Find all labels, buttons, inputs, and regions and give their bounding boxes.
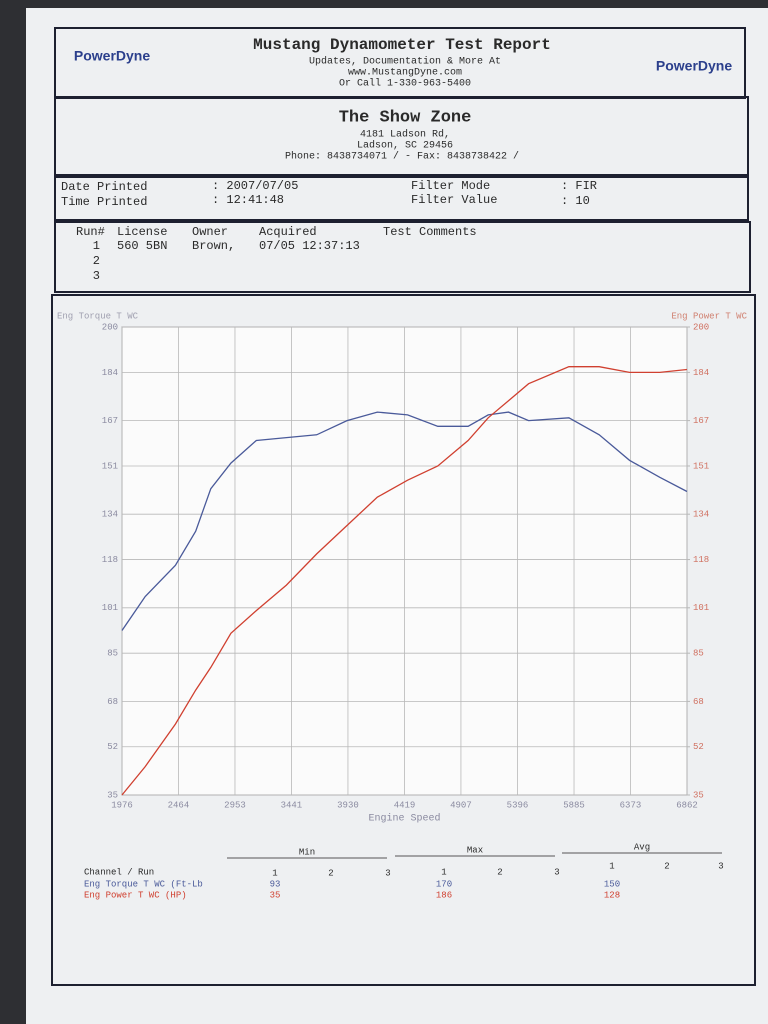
runs-header: Acquired: [259, 225, 317, 239]
y-axis-label: Eng Torque T WC: [57, 311, 139, 321]
group-header: Avg: [634, 842, 650, 852]
runs-header: Test Comments: [383, 225, 477, 239]
shop-name: The Show Zone: [339, 108, 472, 127]
runs-box: [54, 221, 751, 293]
y-tick-label: 118: [102, 555, 118, 565]
summary-value: 35: [270, 890, 281, 900]
y-tick-label: 151: [102, 461, 118, 471]
info-label: Filter Mode: [411, 179, 490, 193]
run-header: 1: [609, 861, 614, 871]
runs-header: Owner: [192, 225, 228, 239]
run-header: 1: [441, 867, 446, 877]
y-tick-label: 184: [102, 368, 118, 378]
y2-tick-label: 184: [693, 368, 709, 378]
runs-cell: 3: [93, 269, 100, 283]
x-tick-label: 6862: [676, 800, 698, 810]
x-axis-label: Engine Speed: [368, 813, 440, 825]
shop-box: [54, 96, 749, 176]
series-line: [121, 366, 688, 796]
info-value: : 2007/07/05: [212, 179, 298, 193]
y2-tick-label: 200: [693, 322, 709, 332]
y2-tick-label: 68: [693, 697, 704, 707]
runs-header: Run#: [76, 225, 105, 239]
summary-header: Channel / Run: [84, 867, 154, 877]
y-tick-label: 85: [107, 649, 118, 659]
group-header: Min: [299, 847, 315, 857]
y-tick-label: 134: [102, 510, 118, 520]
x-tick-label: 4419: [394, 800, 416, 810]
y2-tick-label: 52: [693, 742, 704, 752]
info-box: [54, 176, 749, 221]
x-tick-label: 2464: [168, 800, 190, 810]
y2-tick-label: 85: [693, 649, 704, 659]
y-tick-label: 200: [102, 322, 118, 332]
y2-tick-label: 101: [693, 603, 709, 613]
x-tick-label: 1976: [111, 800, 133, 810]
summary-value: 150: [604, 879, 620, 889]
info-value: : 12:41:48: [212, 193, 284, 207]
shop-line: 4181 Ladson Rd,: [360, 129, 450, 141]
runs-cell: 560 5BN: [117, 239, 167, 253]
channel-name: Eng Power T WC (HP): [84, 890, 187, 900]
chart-box: [51, 294, 756, 986]
logo: PowerDyne: [74, 48, 150, 64]
x-tick-label: 3441: [281, 800, 303, 810]
header-line: Or Call 1-330-963-5400: [339, 78, 471, 90]
runs-cell: 2: [93, 254, 100, 268]
header-line: www.MustangDyne.com: [348, 68, 462, 79]
run-header: 2: [328, 868, 333, 878]
runs-cell: Brown,: [192, 239, 235, 253]
header-line: Updates, Documentation & More At: [309, 56, 501, 68]
series-line: [121, 411, 688, 631]
channel-name: Eng Torque T WC (Ft-Lb: [84, 879, 203, 889]
y2-tick-label: 134: [693, 510, 709, 520]
runs-cell: 1: [93, 239, 100, 253]
info-value: : 10: [561, 194, 590, 208]
run-header: 1: [272, 868, 277, 878]
info-label: Filter Value: [411, 193, 497, 207]
y-tick-label: 52: [107, 742, 118, 752]
info-value: : FIR: [561, 179, 597, 193]
report-title: Mustang Dynamometer Test Report: [253, 36, 551, 54]
y-tick-label: 35: [107, 790, 118, 800]
summary-value: 186: [436, 890, 452, 900]
y2-tick-label: 35: [693, 790, 704, 800]
summary-value: 128: [604, 890, 620, 900]
shop-line: Ladson, SC 29456: [357, 140, 453, 152]
x-tick-label: 6373: [620, 800, 642, 810]
x-tick-label: 5396: [507, 800, 529, 810]
logo: PowerDyne: [656, 58, 732, 74]
x-tick-label: 2953: [224, 800, 246, 810]
info-label: Date Printed: [61, 180, 147, 194]
runs-cell: 07/05 12:37:13: [259, 239, 360, 253]
y-tick-label: 101: [102, 603, 118, 613]
y-tick-label: 68: [107, 697, 118, 707]
run-header: 2: [497, 867, 502, 877]
run-header: 3: [385, 868, 390, 878]
y2-axis-label: Eng Power T WC: [671, 311, 747, 321]
run-header: 3: [718, 861, 723, 871]
summary-value: 93: [270, 879, 281, 889]
y-tick-label: 167: [102, 416, 118, 426]
group-header: Max: [467, 845, 483, 855]
shop-line: Phone: 8438734071 / - Fax: 8438738422 /: [285, 151, 519, 163]
x-tick-label: 4907: [450, 800, 472, 810]
info-label: Time Printed: [61, 195, 147, 209]
runs-header: License: [117, 225, 167, 239]
y2-tick-label: 167: [693, 416, 709, 426]
y2-tick-label: 151: [693, 461, 709, 471]
x-tick-label: 5885: [563, 800, 585, 810]
run-header: 3: [554, 867, 559, 877]
y2-tick-label: 118: [693, 555, 709, 565]
summary-value: 170: [436, 879, 452, 889]
x-tick-label: 3930: [337, 800, 359, 810]
run-header: 2: [664, 861, 669, 871]
